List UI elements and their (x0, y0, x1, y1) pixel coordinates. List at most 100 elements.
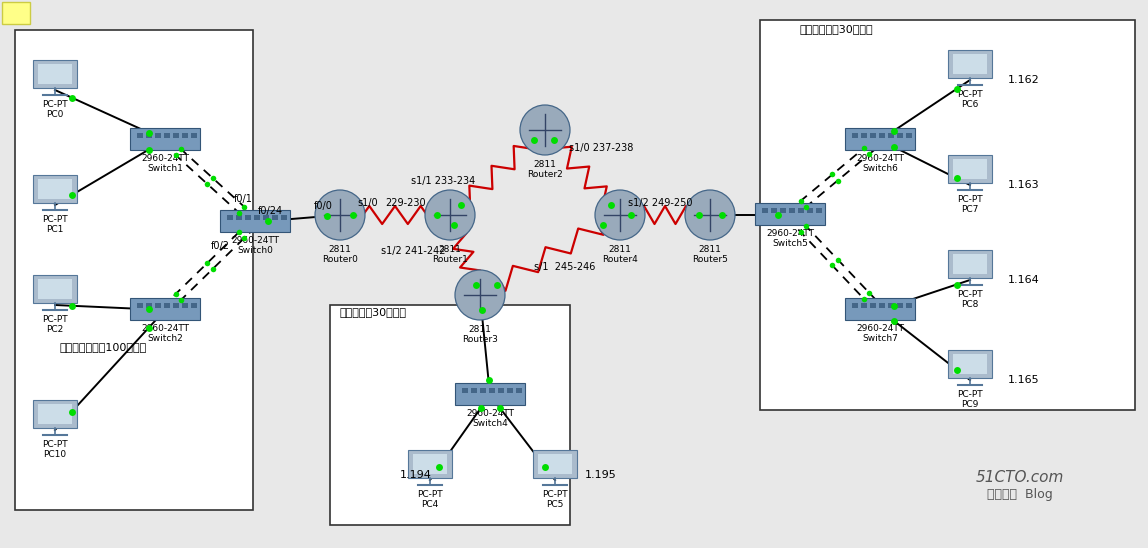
Circle shape (455, 270, 505, 320)
Bar (33, 400, 77, 428)
Bar (329, 305, 571, 525)
Bar (852, 303, 858, 308)
Text: 2960-24TT: 2960-24TT (856, 324, 903, 333)
Bar (272, 215, 278, 220)
Text: s1/0 237-238: s1/0 237-238 (569, 142, 634, 153)
Text: 229-230: 229-230 (386, 198, 426, 208)
Text: 1.165: 1.165 (1008, 375, 1040, 385)
Bar (155, 133, 161, 138)
Bar (953, 159, 987, 179)
Text: 此局域网要求有100个节点: 此局域网要求有100个节点 (60, 342, 147, 352)
Text: PC10: PC10 (44, 450, 67, 459)
Bar (760, 20, 1135, 410)
Text: PC8: PC8 (961, 300, 979, 309)
Text: PC-PT: PC-PT (42, 440, 68, 449)
Text: PC-PT: PC-PT (957, 195, 983, 204)
Bar (755, 203, 825, 225)
Text: s1/2 249-250: s1/2 249-250 (628, 198, 692, 208)
Text: Router0: Router0 (323, 255, 358, 264)
Bar (38, 279, 72, 299)
Text: f0/0: f0/0 (313, 202, 333, 212)
Text: f0/2: f0/2 (211, 241, 231, 251)
Bar (889, 133, 894, 138)
Bar (38, 64, 72, 84)
Bar (183, 133, 188, 138)
Bar (137, 303, 144, 308)
Bar (538, 454, 572, 474)
Bar (948, 50, 992, 78)
Bar (906, 133, 912, 138)
Text: 2811: 2811 (328, 245, 351, 254)
Text: 1.194: 1.194 (400, 470, 432, 480)
Bar (906, 303, 912, 308)
Text: 2811: 2811 (534, 160, 557, 169)
Bar (948, 155, 992, 183)
Bar (2, 2, 30, 24)
Bar (953, 354, 987, 374)
Bar (130, 298, 200, 320)
Bar (953, 254, 987, 274)
Bar (413, 454, 447, 474)
Bar (879, 133, 885, 138)
Text: 2960-24TT: 2960-24TT (466, 409, 514, 418)
Text: s1/1 233-234: s1/1 233-234 (411, 176, 475, 186)
Bar (845, 128, 915, 150)
Bar (220, 210, 290, 232)
Text: 2811: 2811 (699, 245, 721, 254)
Text: PC5: PC5 (546, 500, 564, 509)
Bar (816, 208, 822, 213)
Circle shape (685, 190, 735, 240)
Bar (953, 54, 987, 74)
Bar (762, 208, 768, 213)
Bar (861, 303, 867, 308)
Text: 2811: 2811 (608, 245, 631, 254)
Text: PC9: PC9 (961, 400, 979, 409)
Text: s1/2 241-242: s1/2 241-242 (381, 246, 445, 256)
Text: Switch5: Switch5 (773, 239, 808, 248)
Text: PC-PT: PC-PT (542, 490, 568, 499)
Bar (38, 404, 72, 424)
Text: PC0: PC0 (46, 110, 63, 119)
Text: PC-PT: PC-PT (42, 315, 68, 324)
Bar (779, 208, 786, 213)
Bar (845, 298, 915, 320)
Bar (137, 133, 144, 138)
Text: Switch0: Switch0 (238, 246, 273, 255)
Bar (870, 133, 876, 138)
Bar (236, 215, 242, 220)
Text: Router4: Router4 (602, 255, 638, 264)
Bar (471, 388, 478, 393)
Bar (798, 208, 804, 213)
Bar (245, 215, 251, 220)
Text: Switch1: Switch1 (147, 164, 183, 173)
Bar (879, 303, 885, 308)
Bar (33, 275, 77, 303)
Text: PC-PT: PC-PT (957, 390, 983, 399)
Bar (870, 303, 876, 308)
Bar (498, 388, 504, 393)
Bar (408, 450, 452, 478)
Circle shape (595, 190, 645, 240)
Bar (227, 215, 233, 220)
Bar (807, 208, 813, 213)
Text: PC2: PC2 (46, 325, 63, 334)
Bar (861, 133, 867, 138)
Bar (191, 303, 197, 308)
Text: 2960-24TT: 2960-24TT (856, 154, 903, 163)
Bar (254, 215, 259, 220)
Text: 此局域网要求30个节点: 此局域网要求30个节点 (800, 24, 874, 34)
Text: f0/24: f0/24 (258, 206, 282, 216)
Bar (263, 215, 269, 220)
Text: s1/0: s1/0 (357, 198, 378, 208)
Text: Router1: Router1 (432, 255, 468, 264)
Text: Router2: Router2 (527, 170, 563, 179)
Text: 1.162: 1.162 (1008, 75, 1040, 85)
Text: PC-PT: PC-PT (957, 290, 983, 299)
Bar (897, 133, 903, 138)
Text: Switch6: Switch6 (862, 164, 898, 173)
Text: Router3: Router3 (461, 335, 498, 344)
Bar (455, 383, 525, 405)
Bar (948, 250, 992, 278)
Circle shape (315, 190, 365, 240)
Text: PC1: PC1 (46, 225, 63, 234)
